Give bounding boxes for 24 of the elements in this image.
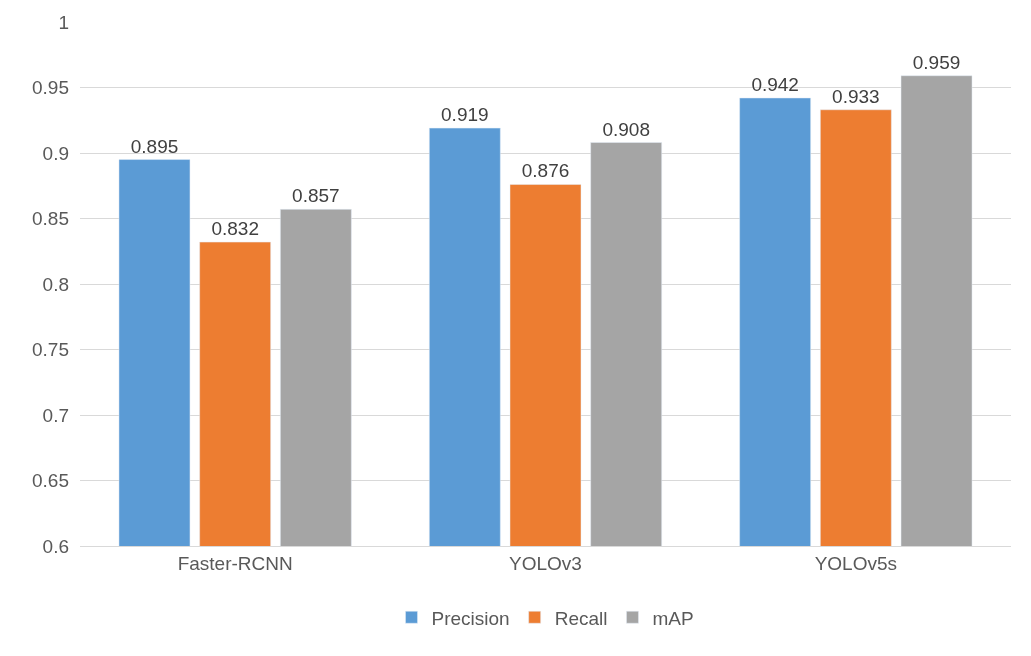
data-label: 0.857 bbox=[292, 185, 340, 207]
legend-label: mAP bbox=[652, 607, 694, 629]
y-tick-label: 0.75 bbox=[32, 339, 69, 361]
y-tick-label: 0.85 bbox=[32, 208, 69, 230]
y-tick-label: 0.95 bbox=[32, 77, 69, 99]
legend-label: Precision bbox=[431, 607, 510, 629]
data-label: 0.959 bbox=[912, 51, 961, 73]
y-tick-label: 1 bbox=[58, 11, 69, 33]
x-tick-label: YOLOv3 bbox=[509, 552, 582, 574]
x-tick-label: Faster-RCNN bbox=[177, 552, 293, 574]
y-tick-label: 0.65 bbox=[32, 470, 69, 492]
y-tick-label: 0.7 bbox=[42, 404, 69, 426]
data-label: 0.919 bbox=[441, 104, 489, 126]
y-tick-label: 0.9 bbox=[42, 142, 69, 164]
data-label: 0.832 bbox=[211, 218, 259, 240]
data-label: 0.908 bbox=[602, 118, 650, 140]
data-label: 0.942 bbox=[751, 73, 799, 95]
y-tick-label: 0.8 bbox=[42, 273, 69, 295]
data-label: 0.895 bbox=[130, 135, 179, 157]
data-label: 0.933 bbox=[832, 85, 880, 107]
x-tick-label: YOLOv5s bbox=[814, 552, 898, 574]
data-label: 0.876 bbox=[521, 160, 570, 182]
legend-label: Recall bbox=[554, 607, 608, 629]
y-tick-label: 0.6 bbox=[42, 535, 69, 557]
